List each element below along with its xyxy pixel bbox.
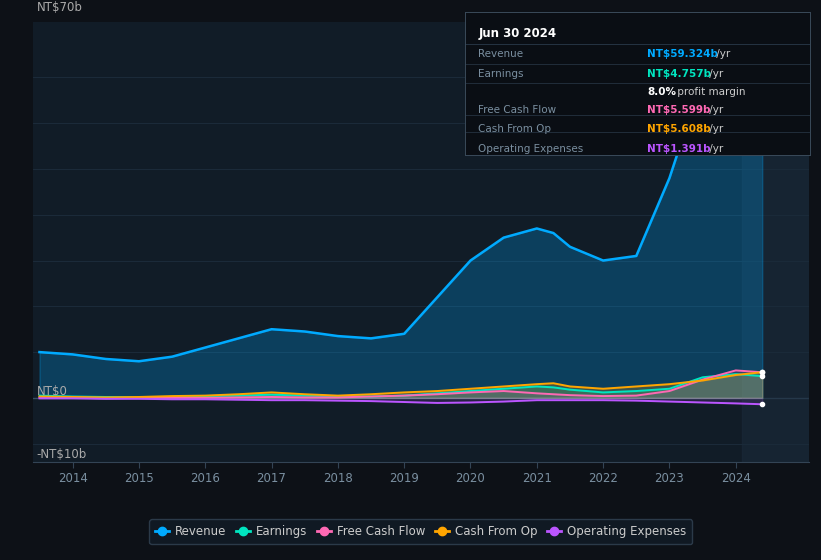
Text: NT$59.324b: NT$59.324b (648, 49, 718, 59)
Text: -NT$10b: -NT$10b (37, 448, 87, 461)
Text: Revenue: Revenue (479, 49, 524, 59)
Text: NT$70b: NT$70b (37, 1, 83, 13)
Bar (742, 22, 809, 462)
Text: /yr: /yr (706, 105, 723, 115)
Text: Jun 30 2024: Jun 30 2024 (479, 27, 557, 40)
Text: /yr: /yr (706, 144, 723, 153)
Text: Cash From Op: Cash From Op (479, 124, 552, 134)
Legend: Revenue, Earnings, Free Cash Flow, Cash From Op, Operating Expenses: Revenue, Earnings, Free Cash Flow, Cash … (149, 519, 692, 544)
Text: profit margin: profit margin (674, 87, 745, 96)
Text: NT$0: NT$0 (37, 385, 67, 398)
Text: Earnings: Earnings (479, 69, 524, 80)
Text: Operating Expenses: Operating Expenses (479, 144, 584, 153)
Text: NT$4.757b: NT$4.757b (648, 69, 712, 80)
Text: 8.0%: 8.0% (648, 87, 677, 96)
Text: /yr: /yr (706, 124, 723, 134)
Text: NT$5.599b: NT$5.599b (648, 105, 711, 115)
Text: /yr: /yr (706, 69, 723, 80)
Text: Free Cash Flow: Free Cash Flow (479, 105, 557, 115)
Text: NT$1.391b: NT$1.391b (648, 144, 711, 153)
Text: NT$5.608b: NT$5.608b (648, 124, 711, 134)
Text: /yr: /yr (713, 49, 730, 59)
